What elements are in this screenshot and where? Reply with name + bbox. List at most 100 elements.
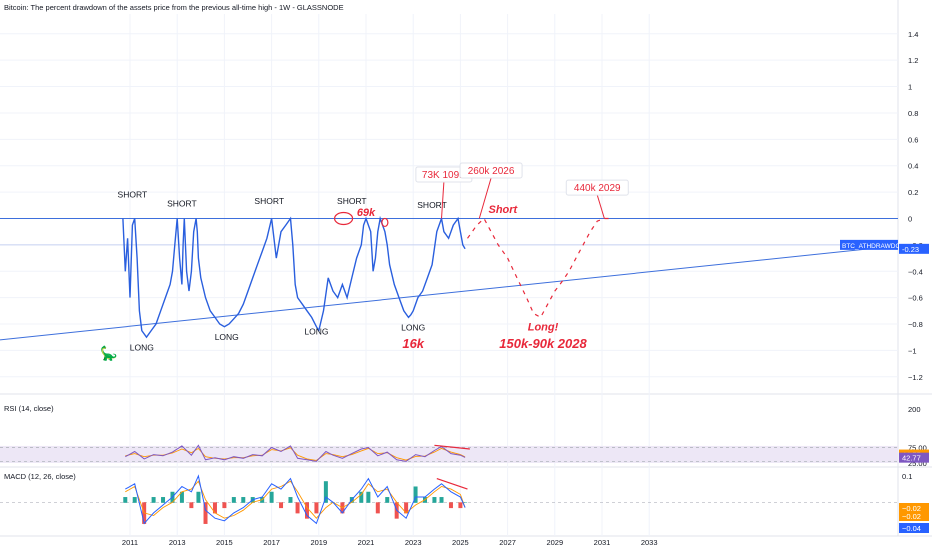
projection-line bbox=[467, 217, 610, 319]
rsi-last-box bbox=[899, 452, 929, 463]
macd-histogram-bar bbox=[203, 502, 208, 524]
macd-last-box bbox=[899, 523, 929, 533]
macd-histogram-bar bbox=[432, 497, 437, 503]
x-tick-label: 2019 bbox=[310, 538, 327, 547]
annotation-text: 16k bbox=[402, 336, 424, 351]
macd-histogram-bar bbox=[212, 502, 217, 514]
macd-pane-label[interactable]: MACD (12, 26, close) bbox=[4, 472, 76, 481]
annotations: SHORT SHORT SHORT SHORT SHORT LONG LONG LONG LON… bbox=[100, 162, 629, 490]
x-tick-label: 2015 bbox=[216, 538, 233, 547]
macd-y-tick: −0.04 bbox=[902, 524, 921, 533]
annotation-text: SHORT bbox=[118, 189, 148, 199]
rsi-band bbox=[0, 445, 898, 463]
rsi-y-tick: 25.00 bbox=[908, 459, 927, 468]
macd-histogram-bar bbox=[288, 497, 293, 503]
x-tick-label: 2027 bbox=[499, 538, 516, 547]
annotation-text: LONG bbox=[401, 323, 425, 333]
annotation-text: 150k-90k 2028 bbox=[499, 336, 587, 351]
macd-histogram-bar bbox=[305, 502, 309, 519]
macd-histogram-bar bbox=[413, 486, 418, 503]
macd-histogram-bar bbox=[375, 502, 380, 514]
callout-text: 73K 109K bbox=[422, 170, 466, 181]
axes: 2011 2013 2015 2017 2019 2021 2023 2025 2027 2029… bbox=[122, 30, 929, 547]
macd-last-box bbox=[899, 503, 929, 513]
y-tick-label: 0.2 bbox=[908, 188, 918, 197]
macd-histogram-bar bbox=[161, 497, 166, 503]
macd-y-tick: 0.1 bbox=[902, 472, 912, 481]
x-tick-label: 2017 bbox=[263, 538, 280, 547]
y-tick-label: 0.4 bbox=[908, 162, 918, 171]
annotation-text: SHORT bbox=[337, 196, 367, 206]
series-lines bbox=[0, 215, 899, 525]
x-tick-label: 2033 bbox=[641, 538, 658, 547]
dino-icon: 🦕 bbox=[100, 345, 117, 362]
macd-histogram-bar bbox=[314, 502, 319, 514]
macd-histogram-bar bbox=[179, 491, 184, 503]
macd-histogram-bar bbox=[123, 497, 128, 503]
callout-pointer bbox=[441, 181, 445, 219]
rsi-signal-line bbox=[125, 447, 466, 461]
macd-y-tick: −0.02 bbox=[902, 512, 921, 521]
annotation-text: SHORT bbox=[417, 200, 447, 210]
annotation-text: Long! bbox=[528, 322, 559, 334]
callout-text: 440k 2029 bbox=[574, 183, 621, 194]
callout-text: 260k 2026 bbox=[468, 166, 515, 177]
rsi-y-tick: 75.00 bbox=[908, 443, 927, 452]
macd-histogram-bar bbox=[385, 497, 390, 503]
macd-histogram-bar bbox=[269, 491, 274, 503]
rsi-last-label: 42.77 bbox=[902, 454, 921, 463]
macd-histogram-bar bbox=[439, 497, 444, 503]
macd-histogram-bar bbox=[196, 491, 201, 503]
rsi-divergence-line bbox=[434, 444, 470, 450]
macd-histogram-bar bbox=[366, 491, 371, 503]
macd-y-tick: −0.02 bbox=[902, 504, 921, 513]
x-tick-label: 2021 bbox=[358, 538, 375, 547]
peak-circle bbox=[333, 211, 354, 226]
macd-histogram-bar bbox=[323, 481, 328, 503]
annotation-text: LONG bbox=[215, 332, 239, 342]
y-tick-label: 0 bbox=[908, 214, 912, 223]
y-tick-label: −0.4 bbox=[908, 267, 923, 276]
macd-histogram-bar bbox=[189, 502, 194, 509]
macd-histogram-bar bbox=[151, 497, 156, 503]
callout-box bbox=[565, 179, 629, 196]
macd-histogram-bar bbox=[458, 502, 463, 509]
x-tick-label: 2025 bbox=[452, 538, 469, 547]
macd-last-box bbox=[899, 511, 929, 521]
macd-line bbox=[125, 474, 466, 525]
x-tick-label: 2023 bbox=[405, 538, 422, 547]
y-tick-label: −0.8 bbox=[908, 320, 923, 329]
callout-pointer bbox=[478, 177, 492, 219]
macd-histogram-bar bbox=[448, 502, 453, 509]
last-value-tag bbox=[840, 239, 898, 250]
rsi-pane-label[interactable]: RSI (14, close) bbox=[4, 404, 54, 413]
macd-divergence-line bbox=[436, 477, 468, 490]
y-tick-label: −0.6 bbox=[908, 294, 923, 303]
macd-signal-line bbox=[125, 480, 466, 519]
macd-histogram-bar bbox=[231, 497, 236, 503]
macd-histogram-bar bbox=[463, 502, 468, 503]
x-tick-label: 2013 bbox=[169, 538, 186, 547]
y-tick-label: 0.6 bbox=[908, 135, 918, 144]
chart-title: Bitcoin: The percent drawdown of the ass… bbox=[4, 3, 344, 12]
annotation-text: SHORT bbox=[167, 199, 197, 209]
annotation-text: LONG bbox=[130, 342, 154, 352]
y-tick-label: −1.2 bbox=[908, 373, 923, 382]
macd-histogram-bar bbox=[295, 502, 300, 514]
callout-pointer bbox=[596, 195, 605, 219]
macd-histogram-bar bbox=[222, 502, 227, 509]
annotation-text: Short bbox=[489, 204, 519, 216]
macd-histogram-bar bbox=[404, 502, 409, 514]
callout-box bbox=[459, 162, 523, 179]
y-tick-label: 1.2 bbox=[908, 56, 918, 65]
annotation-text: 69k bbox=[357, 207, 376, 219]
drawdown-line bbox=[122, 215, 466, 339]
x-tick-label: 2031 bbox=[594, 538, 611, 547]
macd-histogram-bar bbox=[132, 497, 137, 503]
rsi-line bbox=[125, 444, 466, 462]
x-tick-label: 2029 bbox=[546, 538, 563, 547]
last-value-box bbox=[899, 243, 929, 254]
y-tick-label: 0.8 bbox=[908, 109, 918, 118]
series-name-label: BTC_ATHDRAWDOWN bbox=[842, 243, 912, 250]
